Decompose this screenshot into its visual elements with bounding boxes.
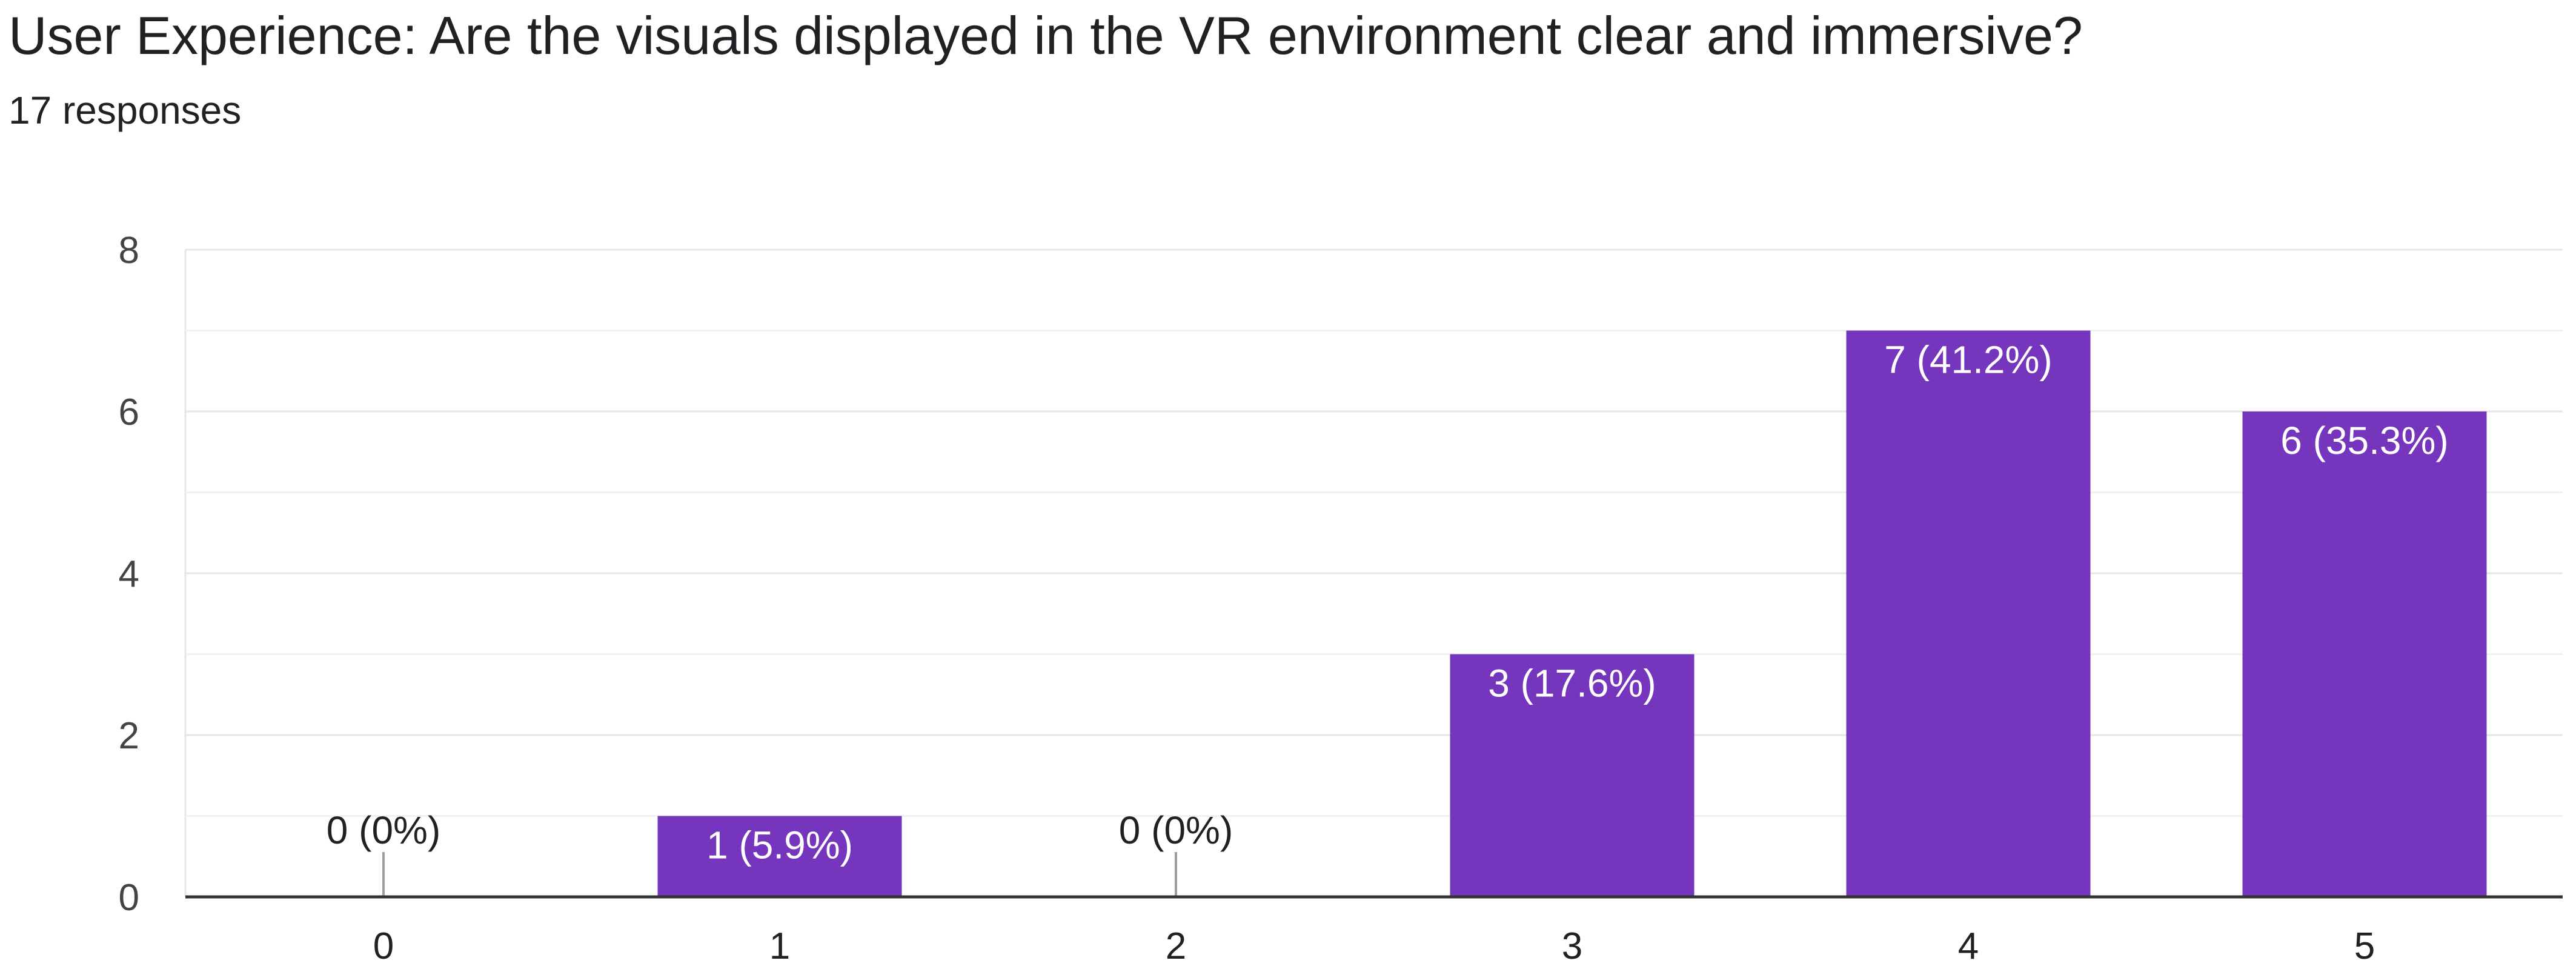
chart-title: User Experience: Are the visuals display… <box>8 5 2083 65</box>
x-tick-label: 1 <box>769 925 790 967</box>
gridlines <box>184 248 2563 897</box>
x-axis-ticks: 0 1 2 3 4 5 <box>373 925 2375 967</box>
data-label: 0 (0%) <box>1119 808 1233 852</box>
x-tick-label: 5 <box>2354 925 2375 967</box>
x-tick-label: 0 <box>373 925 394 967</box>
data-label: 1 (5.9%) <box>706 824 853 867</box>
bar <box>1846 330 2091 897</box>
data-labels: 0 (0%) 1 (5.9%) 0 (0%) 3 (17.6%) 7 (41.2%) 6 … <box>327 338 2449 867</box>
x-tick-label: 4 <box>1958 925 1979 967</box>
x-tick-label: 2 <box>1166 925 1186 967</box>
x-tick-label: 3 <box>1562 925 1582 967</box>
bar <box>2242 411 2487 897</box>
y-tick-label: 2 <box>119 715 139 757</box>
bar <box>1450 654 1695 897</box>
y-tick-label: 8 <box>119 230 139 271</box>
response-count: 17 responses <box>8 88 242 132</box>
bars <box>382 330 2487 897</box>
bar <box>657 816 902 897</box>
data-label: 7 (41.2%) <box>1884 338 2052 382</box>
data-label: 6 (35.3%) <box>2280 419 2448 462</box>
y-axis-ticks: 0 2 4 6 8 <box>119 230 139 919</box>
y-tick-label: 0 <box>119 877 139 919</box>
y-tick-label: 4 <box>119 553 139 595</box>
data-label: 0 (0%) <box>327 808 441 852</box>
y-tick-label: 6 <box>119 391 139 433</box>
data-label: 3 (17.6%) <box>1488 662 1656 705</box>
